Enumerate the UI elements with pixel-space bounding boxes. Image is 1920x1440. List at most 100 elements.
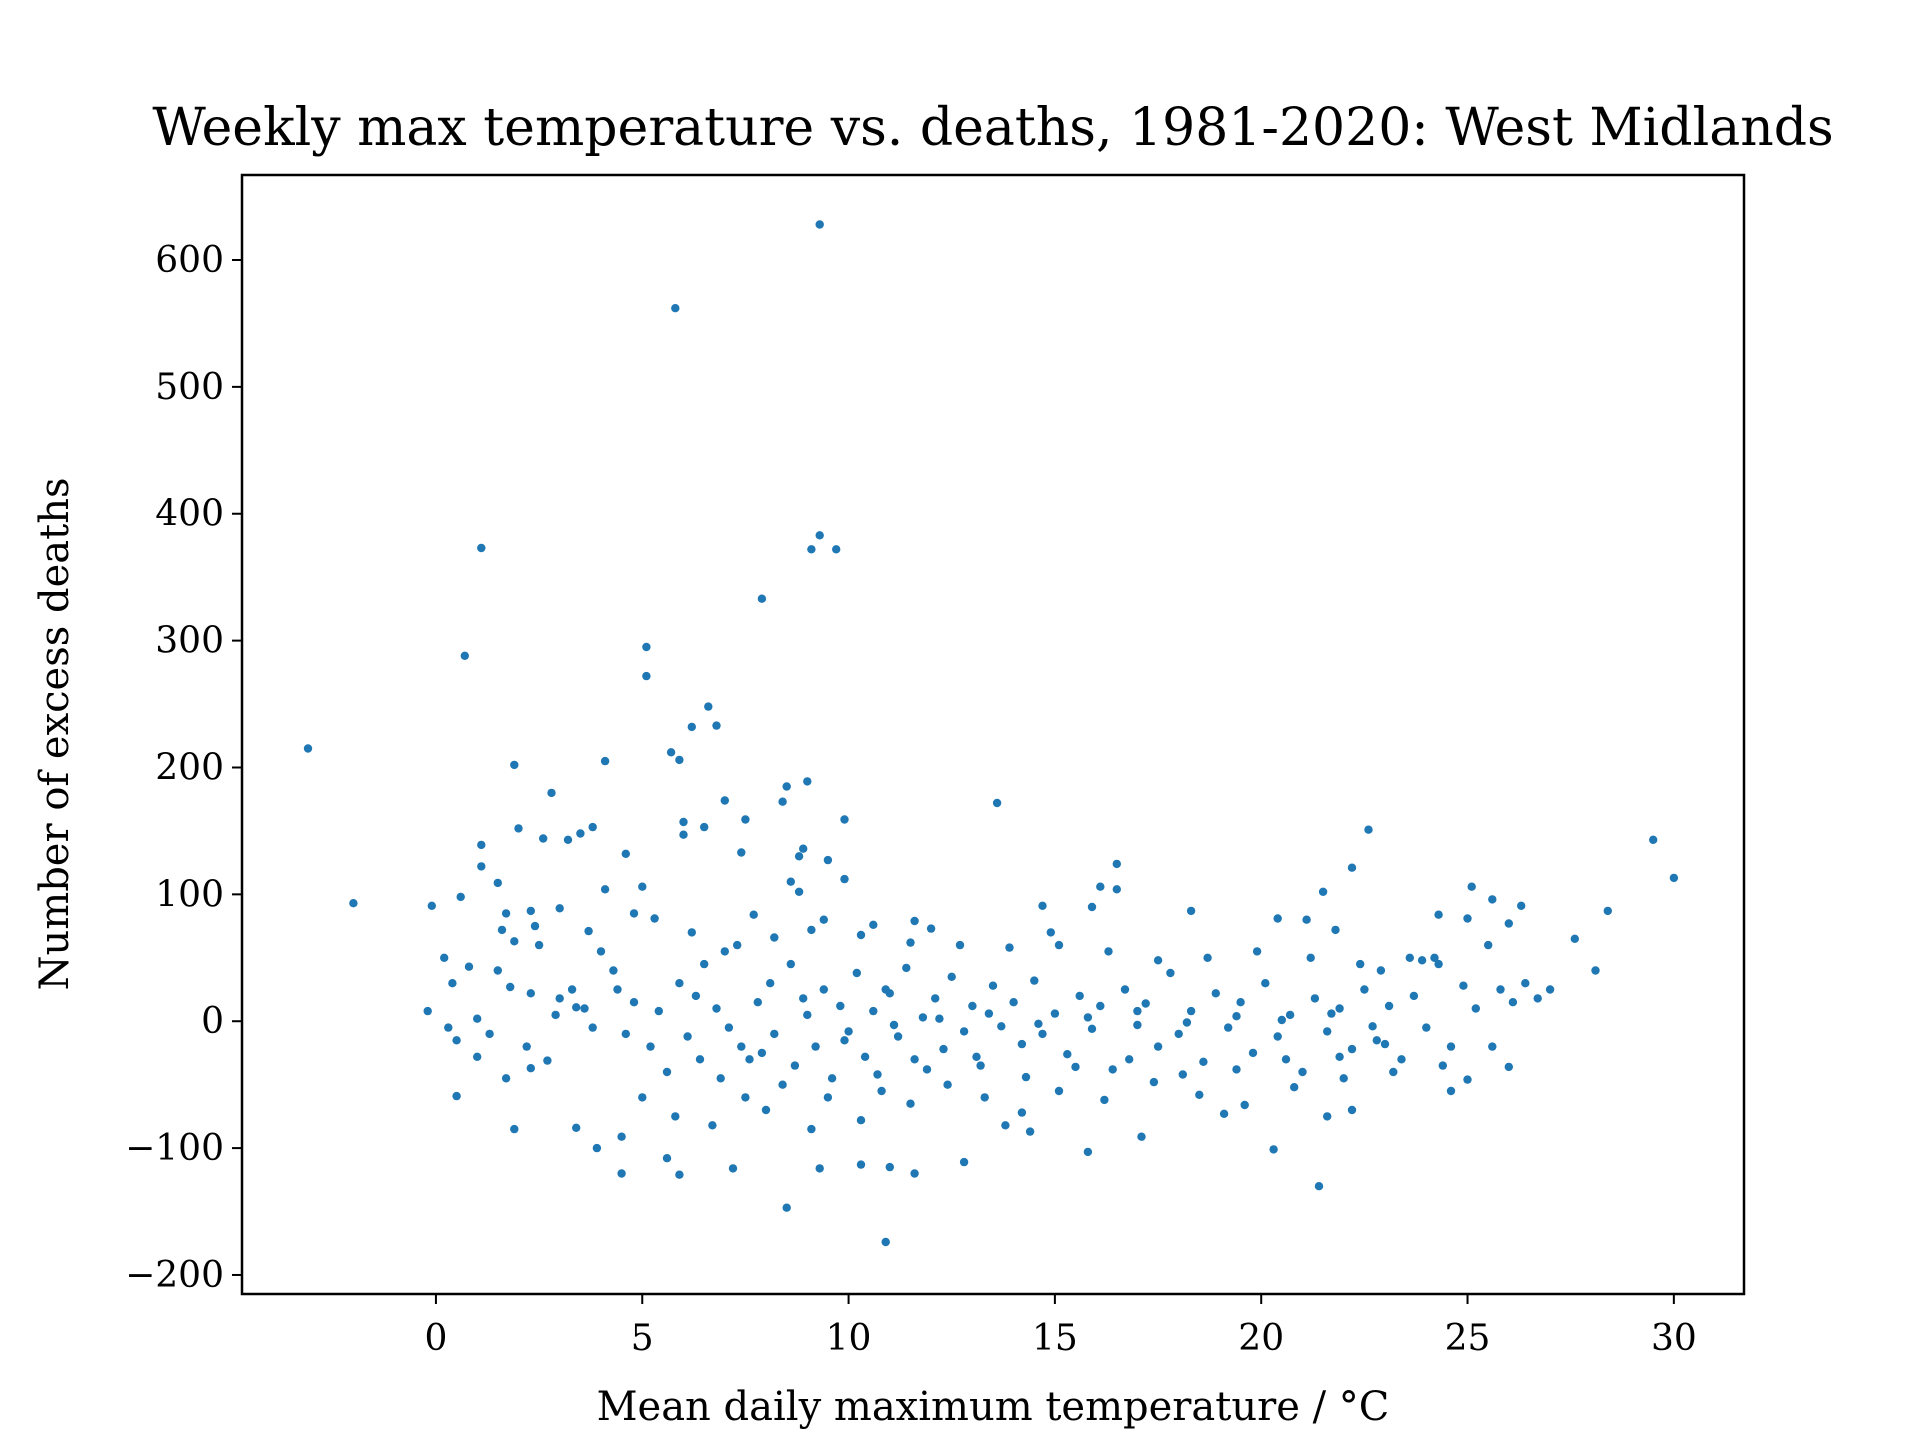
data-point: [1219, 1109, 1229, 1119]
data-point: [1409, 991, 1419, 1001]
data-point: [827, 1074, 837, 1083]
data-point: [852, 968, 861, 978]
data-point: [720, 947, 729, 956]
x-tick-label: 30: [1651, 1318, 1697, 1359]
data-point: [427, 901, 436, 910]
data-point: [1467, 882, 1476, 891]
data-point: [1380, 1039, 1390, 1049]
data-point: [555, 904, 564, 913]
data-point: [1397, 1055, 1406, 1064]
x-axis-label: Mean daily maximum temperature / °C: [597, 1384, 1390, 1430]
data-point: [638, 882, 647, 891]
data-point: [988, 981, 998, 990]
data-point: [807, 925, 816, 935]
data-point: [1277, 1015, 1287, 1025]
data-point: [906, 1099, 915, 1108]
x-axis: 0 5 10 15 20 25 30: [424, 1294, 1697, 1359]
data-point: [1327, 1009, 1336, 1018]
data-point: [1046, 928, 1056, 937]
data-point: [600, 756, 610, 766]
data-point: [617, 1169, 626, 1178]
data-point: [1186, 906, 1196, 916]
data-point: [737, 848, 746, 857]
data-point: [749, 910, 758, 919]
data-point: [666, 748, 676, 757]
data-point: [1281, 1055, 1291, 1064]
data-point: [1273, 914, 1282, 923]
data-point: [1166, 968, 1175, 978]
data-point: [510, 760, 519, 770]
data-point: [675, 755, 684, 765]
data-point: [609, 966, 618, 975]
data-point: [1153, 956, 1163, 965]
data-point: [803, 1010, 812, 1020]
data-point: [600, 885, 610, 894]
data-point: [687, 722, 696, 732]
data-point: [794, 852, 804, 861]
data-point: [613, 985, 622, 994]
data-point: [712, 721, 721, 730]
data-point: [823, 855, 833, 865]
data-point: [485, 1029, 494, 1039]
data-point: [1149, 1077, 1159, 1087]
data-point: [955, 940, 965, 950]
data-point: [510, 937, 519, 946]
data-point: [1038, 1029, 1047, 1039]
data-point: [1504, 919, 1514, 928]
data-point: [906, 938, 915, 947]
data-point: [786, 959, 795, 969]
data-point: [1232, 1065, 1241, 1074]
data-point: [959, 1157, 969, 1167]
data-point: [303, 744, 313, 753]
data-point: [448, 979, 457, 988]
y-tick-label: 300: [155, 621, 224, 662]
data-point: [770, 933, 779, 942]
data-point: [836, 1001, 845, 1011]
y-axis: −200 −100 0 100 200 300 400 500 600: [125, 240, 242, 1296]
data-point: [724, 1023, 734, 1032]
data-point: [1133, 1020, 1142, 1030]
data-point: [840, 1036, 849, 1045]
data-point: [588, 1023, 597, 1032]
data-point: [638, 1093, 647, 1102]
data-point: [617, 1132, 626, 1141]
data-point: [501, 1074, 511, 1083]
data-point: [1335, 1004, 1344, 1013]
data-point: [534, 940, 544, 950]
data-point: [926, 924, 936, 933]
data-point: [695, 1055, 705, 1064]
data-point: [526, 1064, 535, 1073]
data-point: [1248, 1048, 1258, 1058]
data-point: [1471, 1004, 1481, 1013]
data-point: [910, 1055, 919, 1064]
data-point: [1050, 1009, 1060, 1018]
data-point: [671, 1112, 680, 1121]
data-point: [1521, 979, 1530, 988]
data-point: [650, 914, 659, 923]
y-tick-label: 100: [155, 874, 224, 915]
data-point: [1261, 979, 1270, 988]
data-point: [1434, 910, 1443, 919]
x-tick-label: 5: [631, 1318, 654, 1359]
data-point: [642, 671, 651, 681]
data-point: [720, 796, 729, 805]
data-point: [1434, 959, 1443, 969]
data-point: [1488, 895, 1497, 904]
data-point: [910, 916, 919, 926]
data-point: [1195, 1090, 1204, 1100]
data-point: [1269, 1145, 1278, 1154]
data-point: [840, 815, 849, 824]
data-point: [745, 1055, 754, 1064]
data-point: [1517, 901, 1526, 910]
data-point: [873, 1070, 882, 1079]
data-point: [968, 1001, 977, 1011]
y-axis-label: Number of excess deaths: [32, 478, 78, 991]
data-point: [1422, 1023, 1431, 1032]
data-point: [1141, 999, 1150, 1008]
data-point: [1112, 859, 1122, 869]
data-point: [959, 1027, 969, 1036]
x-tick-label: 25: [1445, 1318, 1491, 1359]
data-point: [464, 962, 474, 971]
data-point: [881, 985, 890, 994]
data-point: [997, 1022, 1006, 1031]
